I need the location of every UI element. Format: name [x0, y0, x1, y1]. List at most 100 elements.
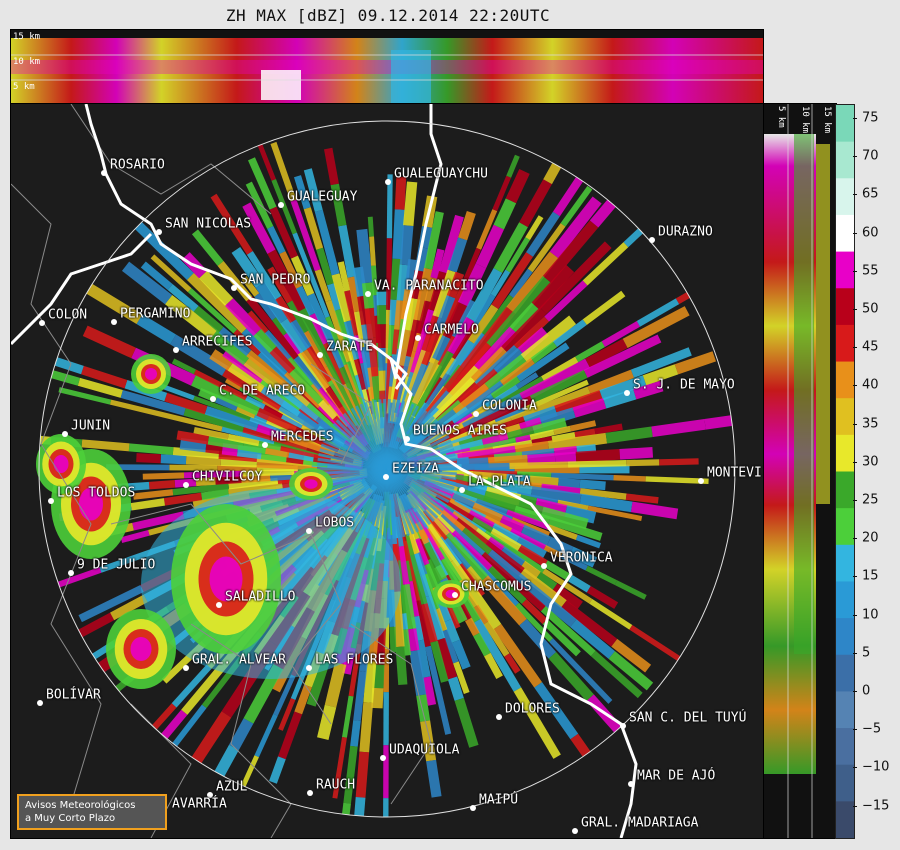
- radar-ray-segment: [554, 390, 603, 416]
- radar-ray-segment: [337, 261, 351, 292]
- city-dot: [628, 781, 634, 787]
- radar-ray-segment: [220, 456, 258, 468]
- colorbar-tick-label: 60: [862, 225, 879, 241]
- side-altitude-5: 5 km: [776, 106, 786, 128]
- radar-ray-segment: [484, 652, 503, 680]
- radar-ray-segment: [523, 405, 558, 427]
- radar-ray-segment: [359, 702, 374, 753]
- radar-ray-segment: [342, 695, 354, 738]
- radar-ray-segment: [395, 646, 408, 686]
- radar-ray-segment: [549, 638, 613, 704]
- radar-ray-segment: [435, 637, 458, 680]
- radar-ray-segment: [534, 498, 568, 517]
- radar-ray-segment: [457, 563, 486, 597]
- radar-ray-segment: [294, 684, 312, 715]
- radar-ray-segment: [472, 604, 489, 625]
- city-label: UDAQUIOLA: [389, 742, 460, 758]
- radar-ray-segment: [353, 357, 370, 390]
- colorbar-swatch: [836, 141, 854, 179]
- radar-ray-segment: [171, 358, 197, 375]
- city-dot: [698, 478, 704, 484]
- radar-ray-segment: [109, 399, 223, 432]
- radar-ray-segment: [330, 183, 347, 227]
- radar-ray-segment: [558, 477, 581, 489]
- radar-ray-segment: [331, 273, 352, 323]
- radar-ray-segment: [480, 575, 527, 626]
- radar-ray-segment: [505, 237, 531, 273]
- radar-ray-segment: [224, 298, 262, 336]
- radar-ray-segment: [241, 326, 291, 376]
- city-dot: [68, 570, 74, 576]
- top-cross-section-plot: [11, 30, 763, 104]
- radar-ray-segment: [279, 251, 303, 289]
- radar-ray-segment: [222, 349, 265, 384]
- colorbar-swatch: [836, 105, 854, 143]
- radar-ray-segment: [356, 228, 373, 284]
- radar-ray-segment: [303, 168, 323, 212]
- radar-ray-segment: [447, 316, 475, 356]
- radar-ray-segment: [526, 211, 560, 257]
- radar-ray-segment: [473, 293, 496, 326]
- radar-ray-segment: [493, 198, 517, 230]
- radar-ray-segment: [520, 315, 577, 363]
- city-label: LAS FLORES: [315, 652, 394, 668]
- city-label: LOBOS: [315, 515, 355, 531]
- colorbar-tick-label: 0: [862, 683, 871, 699]
- radar-ray-segment: [432, 335, 453, 363]
- radar-ray-segment: [608, 651, 654, 691]
- colorbar-swatch: [836, 398, 854, 436]
- radar-ray-segment: [574, 428, 596, 439]
- radar-ray-segment: [185, 455, 222, 466]
- radar-ray-segment: [642, 364, 679, 386]
- radar-ray-segment: [570, 619, 615, 659]
- radar-ray-segment: [170, 334, 228, 376]
- radar-ray-segment: [492, 175, 512, 212]
- radar-ray-segment: [372, 664, 385, 689]
- radar-ray-segment: [585, 565, 618, 586]
- radar-ray-segment: [449, 493, 476, 513]
- colorbar-tick-label: 35: [862, 416, 879, 432]
- radar-ray-segment: [134, 221, 194, 281]
- radar-ray-segment: [220, 382, 248, 401]
- radar-ray-segment: [529, 429, 555, 441]
- radar-ray-segment: [160, 454, 187, 465]
- radar-ray-segment: [334, 308, 354, 348]
- city-label: PERGAMINO: [120, 306, 191, 322]
- radar-ray-segment: [517, 544, 548, 567]
- radar-ray-segment: [510, 386, 591, 425]
- radar-ray-segment: [509, 302, 540, 335]
- radar-ray-segment: [236, 445, 263, 460]
- colorbar-tick-mark: [853, 652, 857, 654]
- radar-ray-segment: [506, 154, 520, 178]
- radar-ray-segment: [461, 247, 482, 286]
- radar-ray-segment: [231, 246, 265, 288]
- radar-ray-segment: [280, 317, 310, 354]
- radar-ray-segment: [446, 271, 465, 299]
- city-label: ROSARIO: [110, 157, 165, 173]
- radar-ray-segment: [459, 527, 493, 558]
- radar-ray-segment: [267, 266, 293, 304]
- radar-ray-segment: [430, 248, 445, 279]
- radar-ray-segment: [415, 639, 431, 678]
- city-label: VERONICA: [550, 550, 613, 566]
- radar-ray-segment: [215, 395, 239, 411]
- radar-ray-segment: [193, 369, 223, 388]
- radar-ray-segment: [247, 310, 269, 334]
- radar-ray-segment: [450, 530, 493, 571]
- radar-ray-segment: [517, 471, 552, 478]
- radar-ray-segment: [401, 629, 412, 656]
- radar-ray-segment: [487, 395, 534, 425]
- radar-ray-segment: [542, 220, 599, 284]
- radar-ray-segment: [500, 376, 545, 406]
- colorbar-tick-label: −5: [862, 721, 882, 737]
- radar-ray-segment: [325, 316, 349, 366]
- colorbar-swatch: [836, 801, 854, 838]
- radar-ray-segment: [519, 560, 541, 580]
- radar-map[interactable]: ROSARIO GUALEGUAYCHU GUALEGUAY SAN NICOLAS D…: [10, 103, 764, 839]
- colorbar-swatch: [836, 434, 854, 472]
- radar-ray-segment: [465, 617, 480, 637]
- radar-ray-segment: [280, 413, 304, 429]
- radar-ray-segment: [303, 207, 324, 250]
- colorbar-tick-mark: [853, 270, 857, 272]
- radar-ray-segment: [110, 594, 148, 621]
